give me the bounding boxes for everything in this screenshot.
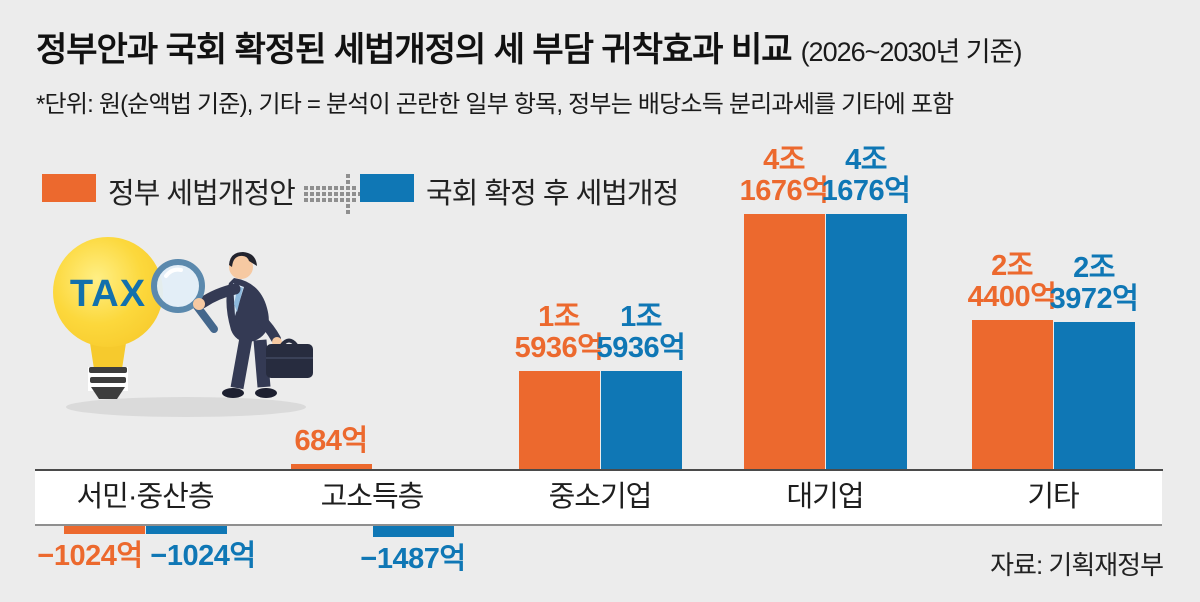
category-label: 중소기업 [548,481,653,513]
businessman-figure [151,252,313,398]
axis-line-top [35,469,1163,471]
title-period: (2026~2030년 기준) [800,37,1023,67]
category-label: 고소득층 [320,481,425,513]
value-label-assembly-3: 4조 1676억 [821,144,911,207]
bar-government-4 [972,320,1053,469]
value-label-assembly-0: −1024억 [150,540,256,572]
axis-line-bottom [35,524,1162,526]
dotted-arrow-icon [304,174,362,214]
bar-assembly-2 [601,371,682,469]
value-label-assembly-4: 2조 3972억 [1049,252,1139,315]
value-label-government-0: −1024억 [37,540,143,572]
bar-government-3 [744,214,825,469]
briefcase [266,338,313,378]
bar-government-1 [291,464,372,469]
legend-swatch-assembly [360,174,414,202]
ground-shadow [66,397,306,417]
bar-government-2 [519,371,600,469]
bar-assembly-0 [146,526,227,534]
tax-bulb-illustration: TAX [53,237,313,417]
value-label-government-4: 2조 4400억 [967,250,1057,313]
bar-assembly-4 [1054,322,1135,469]
tax-lightbulb: TAX [53,237,163,399]
category-label: 대기업 [786,481,864,513]
title-text: 정부안과 국회 확정된 세법개정의 세 부담 귀착효과 비교 [36,31,793,69]
value-label-government-1: 684억 [294,425,368,457]
source-credit: 자료: 기획재정부 [990,550,1164,580]
category-label: 기타 [1027,481,1079,513]
value-label-assembly-1: −1487억 [360,543,466,575]
category-label: 서민·중산층 [76,481,214,513]
legend-label-government: 정부 세법개정안 [108,178,296,210]
legend-swatch-government [42,174,96,202]
bar-government-0 [64,526,145,534]
value-label-government-2: 1조 5936억 [514,301,604,364]
bar-assembly-3 [826,214,907,469]
bar-assembly-1 [373,526,454,537]
value-label-government-3: 4조 1676억 [739,144,829,207]
subtitle-note: *단위: 원(순액법 기준), 기타 = 분석이 곤란한 일부 항목, 정부는 … [36,91,954,118]
category-band [35,471,1162,524]
legend-label-assembly: 국회 확정 후 세법개정 [426,178,679,210]
tax-text: TAX [70,273,146,315]
value-label-assembly-2: 1조 5936억 [596,301,686,364]
page-title: 정부안과 국회 확정된 세법개정의 세 부담 귀착효과 비교 (2026~203… [36,22,1023,71]
